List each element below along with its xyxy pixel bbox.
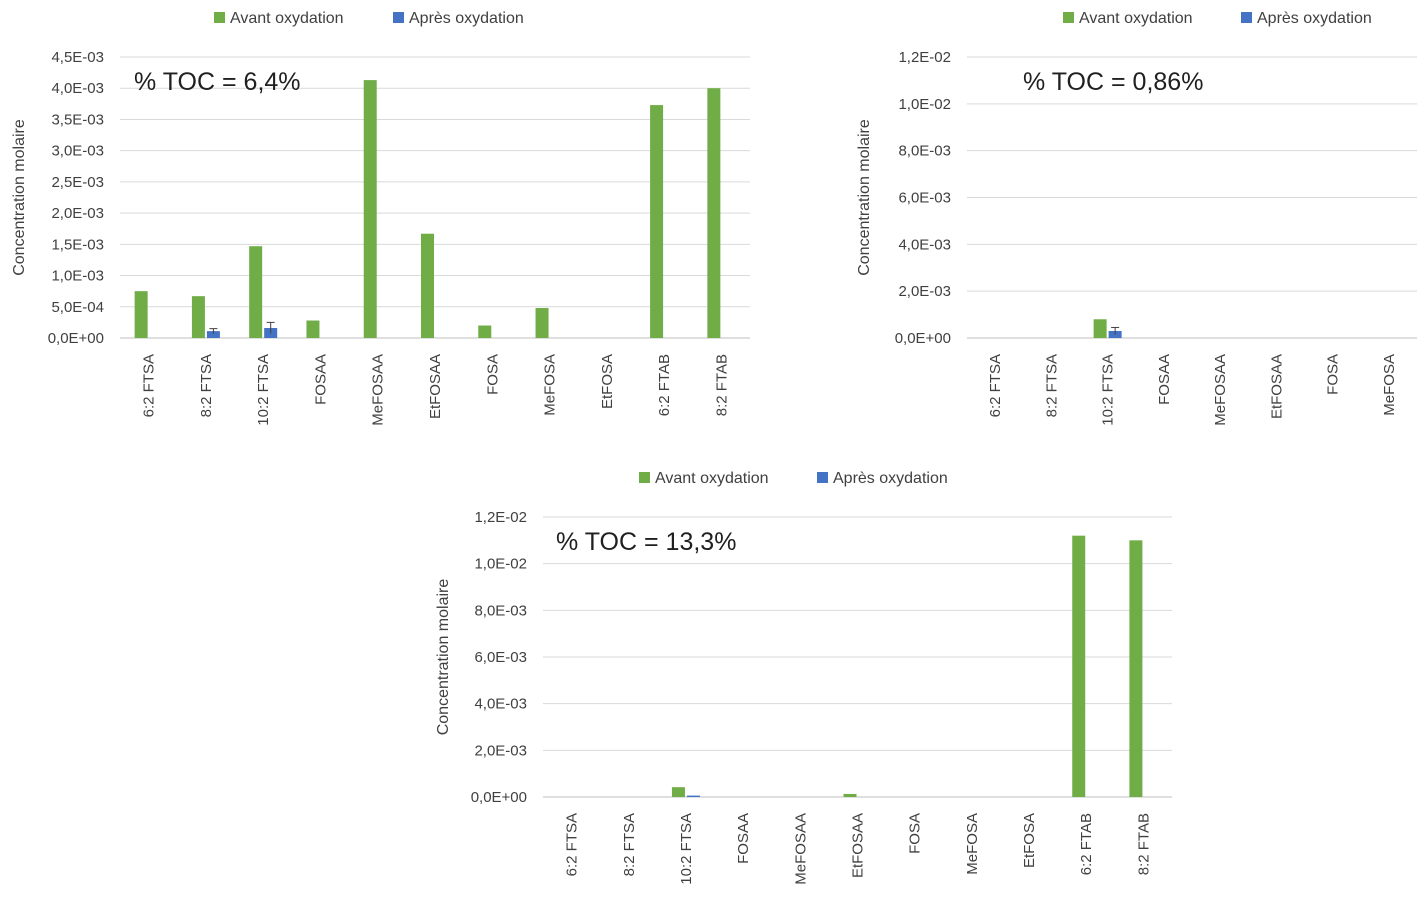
y-tick-label: 4,0E-03 (898, 236, 951, 253)
x-tick-label: EtFOSA (1021, 813, 1038, 868)
y-tick-label: 6,0E-03 (898, 190, 951, 207)
legend-label: Avant oxydation (230, 10, 344, 27)
toc-annotation: % TOC = 13,3% (556, 528, 736, 556)
bar-avant-oxydation (707, 88, 721, 338)
y-tick-label: 2,0E-03 (898, 283, 951, 300)
legend-swatch-apres (1241, 12, 1252, 23)
x-tick-label: MeFOSA (964, 813, 981, 875)
y-tick-label: 4,0E-03 (474, 696, 527, 713)
chart-toc-0-86: 0,0E+00 2,0E-03 4,0E-03 6,0E-03 8,0E-03 1,0E-… (856, 10, 1417, 426)
x-tick-label: 6:2 FTSA (141, 354, 158, 417)
y-tick-label: 1,2E-02 (474, 509, 527, 526)
y-tick-label: 1,2E-02 (898, 49, 951, 66)
bar-avant-oxydation (363, 80, 377, 339)
y-tick-label: 0,0E+00 (471, 789, 527, 806)
bar-avant-oxydation (1072, 535, 1086, 797)
x-tick-label: FOSA (484, 354, 501, 395)
legend-label: Après oxydation (1257, 10, 1372, 27)
y-axis-label: Concentration molaire (856, 119, 873, 276)
y-axis-label: Concentration molaire (435, 579, 452, 736)
x-tick-label: MeFOSAA (370, 354, 387, 426)
x-tick-label: MeFOSAA (792, 813, 809, 885)
legend-swatch-avant (639, 472, 650, 483)
x-tick-label: FOSAA (1156, 354, 1173, 405)
y-axis-label: Concentration molaire (11, 119, 28, 276)
x-tick-label: FOSAA (312, 354, 329, 405)
x-tick-label: 6:2 FTAB (1078, 813, 1095, 875)
x-tick-label: FOSAA (735, 813, 752, 864)
bar-avant-oxydation (191, 296, 205, 338)
x-tick-label: MeFOSA (542, 354, 559, 416)
y-tick-label: 8,0E-03 (898, 143, 951, 160)
bar-avant-oxydation (671, 787, 685, 797)
x-tick-label: 8:2 FTAB (1135, 813, 1152, 875)
x-tick-label: 6:2 FTSA (987, 354, 1004, 417)
y-tick-label: 3,0E-03 (51, 143, 104, 160)
bar-apres-oxydation (686, 795, 700, 797)
x-tick-label: 8:2 FTSA (621, 813, 638, 876)
bar-avant-oxydation (650, 105, 664, 339)
legend-swatch-avant (214, 12, 225, 23)
bar-avant-oxydation (134, 291, 148, 338)
y-tick-label: 3,5E-03 (51, 111, 104, 128)
y-tick-label: 0,0E+00 (48, 330, 104, 347)
y-tick-label: 1,5E-03 (51, 236, 104, 253)
y-tick-label: 8,0E-03 (474, 602, 527, 619)
x-tick-label: MeFOSA (1381, 354, 1398, 416)
y-tick-label: 1,0E-02 (898, 96, 951, 113)
x-tick-label: 8:2 FTAB (713, 354, 730, 416)
legend-swatch-apres (393, 12, 404, 23)
legend-label: Après oxydation (409, 10, 524, 27)
y-tick-label: 4,0E-03 (51, 80, 104, 97)
legend-label: Avant oxydation (1079, 10, 1193, 27)
bar-avant-oxydation (421, 233, 434, 338)
x-tick-label: 6:2 FTAB (656, 354, 673, 416)
bar-avant-oxydation (843, 793, 857, 797)
legend-swatch-avant (1063, 12, 1074, 23)
bar-avant-oxydation (535, 308, 549, 338)
x-tick-label: 10:2 FTSA (255, 354, 272, 426)
x-tick-label: EtFOSAA (850, 813, 867, 878)
legend-label: Après oxydation (833, 470, 948, 487)
bar-avant-oxydation (306, 320, 320, 338)
x-tick-label: 10:2 FTSA (1100, 354, 1117, 426)
x-tick-label: EtFOSAA (427, 354, 444, 419)
chart-toc-6-4: 0,0E+00 5,0E-04 1,0E-03 1,5E-03 2,0E-03 2,5E-… (11, 10, 750, 426)
bar-avant-oxydation (1129, 540, 1143, 797)
x-tick-label: EtFOSAA (1268, 354, 1285, 419)
chart-toc-13-3: 0,0E+00 2,0E-03 4,0E-03 6,0E-03 8,0E-03 1,0E-… (435, 470, 1172, 885)
legend-label: Avant oxydation (655, 470, 769, 487)
y-tick-label: 4,5E-03 (51, 49, 104, 66)
y-tick-label: 6,0E-03 (474, 649, 527, 666)
bar-apres-oxydation (206, 331, 220, 338)
legend-swatch-apres (817, 472, 828, 483)
x-tick-label: 8:2 FTSA (198, 354, 215, 417)
x-tick-label: EtFOSA (599, 354, 616, 409)
y-tick-label: 2,5E-03 (51, 174, 104, 191)
x-tick-label: MeFOSAA (1212, 354, 1229, 426)
y-tick-label: 2,0E-03 (51, 205, 104, 222)
toc-annotation: % TOC = 6,4% (134, 68, 301, 96)
toc-annotation: % TOC = 0,86% (1023, 68, 1203, 96)
y-tick-label: 5,0E-04 (51, 299, 104, 316)
x-tick-label: FOSA (1325, 354, 1342, 395)
x-tick-label: 10:2 FTSA (678, 813, 695, 885)
y-tick-label: 0,0E+00 (895, 330, 951, 347)
bar-avant-oxydation (1093, 319, 1107, 338)
y-tick-label: 2,0E-03 (474, 742, 527, 759)
x-tick-label: 6:2 FTSA (564, 813, 581, 876)
bar-avant-oxydation (478, 325, 492, 338)
x-tick-label: 8:2 FTSA (1043, 354, 1060, 417)
x-tick-label: FOSA (907, 813, 924, 854)
y-tick-label: 1,0E-02 (474, 556, 527, 573)
y-tick-label: 1,0E-03 (51, 268, 104, 285)
bar-avant-oxydation (249, 246, 263, 338)
